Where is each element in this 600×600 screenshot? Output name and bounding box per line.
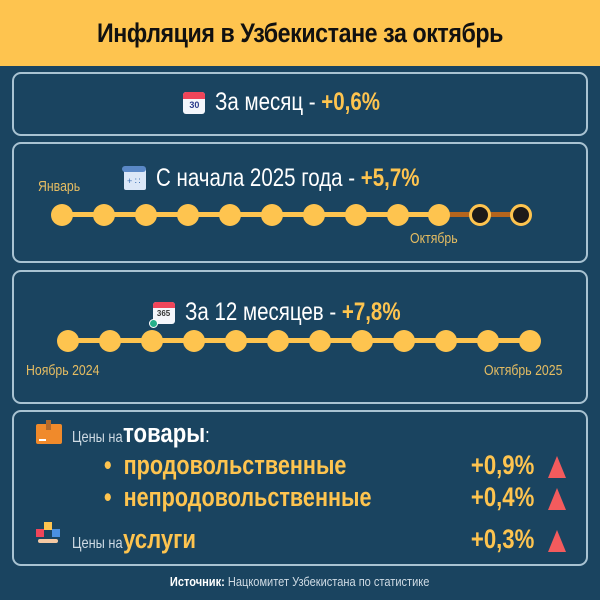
trend-up-icon [548, 488, 566, 510]
future-month-dot [469, 204, 491, 226]
ytd-timeline [14, 203, 586, 227]
food-value: +0,9% [470, 450, 534, 480]
category-food: • продовольственные [104, 450, 347, 480]
month-dot [303, 204, 325, 226]
ytd-label: С начала 2025 года - [156, 164, 361, 192]
monthly-value: +0,6% [321, 88, 381, 116]
month-dot [428, 204, 450, 226]
ytd-headline: + ∷ С начала 2025 года - +5,7% [54, 164, 477, 193]
future-month-dot [510, 204, 532, 226]
calendar-30-icon: 30 [183, 91, 206, 114]
month-dot [219, 204, 241, 226]
month-dot [393, 330, 415, 352]
header-banner: Инфляция в Узбекистане за октябрь [0, 0, 600, 66]
services-label: услуги [123, 524, 197, 554]
yoy-inflation-panel: 365 За 12 месяцев - +7,8% Ноябрь 2024 Ок… [12, 270, 588, 404]
month-dot [141, 330, 163, 352]
month-dot [93, 204, 115, 226]
price-breakdown-panel: Цены на товары: • продовольственные +0,9… [12, 410, 588, 566]
month-dot [351, 330, 373, 352]
page-title: Инфляция в Узбекистане за октябрь [97, 17, 503, 48]
goods-heading: Цены на товары: [72, 418, 210, 448]
month-dot [477, 330, 499, 352]
trend-up-icon [548, 530, 566, 552]
month-dot [261, 204, 283, 226]
month-dot [225, 330, 247, 352]
source-footer: Источник: Нацкомитет Узбекистана по стат… [0, 574, 600, 589]
box-icon [36, 420, 62, 444]
month-dot [57, 330, 79, 352]
monthly-headline: 30 За месяц - +0,6% [14, 88, 586, 117]
yoy-value: +7,8% [341, 298, 401, 326]
month-dot [387, 204, 409, 226]
month-dot [435, 330, 457, 352]
monthly-label: За месяц - [215, 88, 322, 116]
calendar-365-icon: 365 [148, 301, 175, 328]
yoy-headline: 365 За 12 месяцев - +7,8% [14, 298, 586, 328]
ytd-value: +5,7% [360, 164, 420, 192]
services-value: +0,3% [470, 524, 534, 554]
nonfood-value: +0,4% [470, 482, 534, 512]
month-dot [135, 204, 157, 226]
source-text: Нацкомитет Узбекистана по статистике [225, 574, 430, 589]
monthly-inflation-panel: 30 За месяц - +0,6% [12, 72, 588, 136]
month-dot [519, 330, 541, 352]
month-dot [345, 204, 367, 226]
month-dot [177, 204, 199, 226]
month-dot [99, 330, 121, 352]
ytd-start-label: Январь [38, 178, 81, 195]
trend-up-icon [548, 456, 566, 478]
yoy-start-label: Ноябрь 2024 [26, 362, 100, 379]
source-label: Источник: [170, 574, 226, 589]
category-nonfood: • непродовольственные [104, 482, 372, 512]
services-heading: Цены на услуги [72, 524, 197, 554]
month-dot [267, 330, 289, 352]
yoy-timeline [14, 329, 586, 353]
ytd-inflation-panel: + ∷ С начала 2025 года - +5,7% Январь Ок… [12, 142, 588, 263]
month-dot [309, 330, 331, 352]
services-icon [36, 522, 62, 546]
month-dot [183, 330, 205, 352]
goods-label: товары: [123, 418, 210, 448]
yoy-label: За 12 месяцев - [184, 298, 342, 326]
month-dot [51, 204, 73, 226]
scroll-calendar-icon: + ∷ [122, 165, 146, 190]
yoy-end-label: Октябрь 2025 [484, 362, 563, 379]
ytd-end-label: Октябрь [410, 230, 458, 247]
